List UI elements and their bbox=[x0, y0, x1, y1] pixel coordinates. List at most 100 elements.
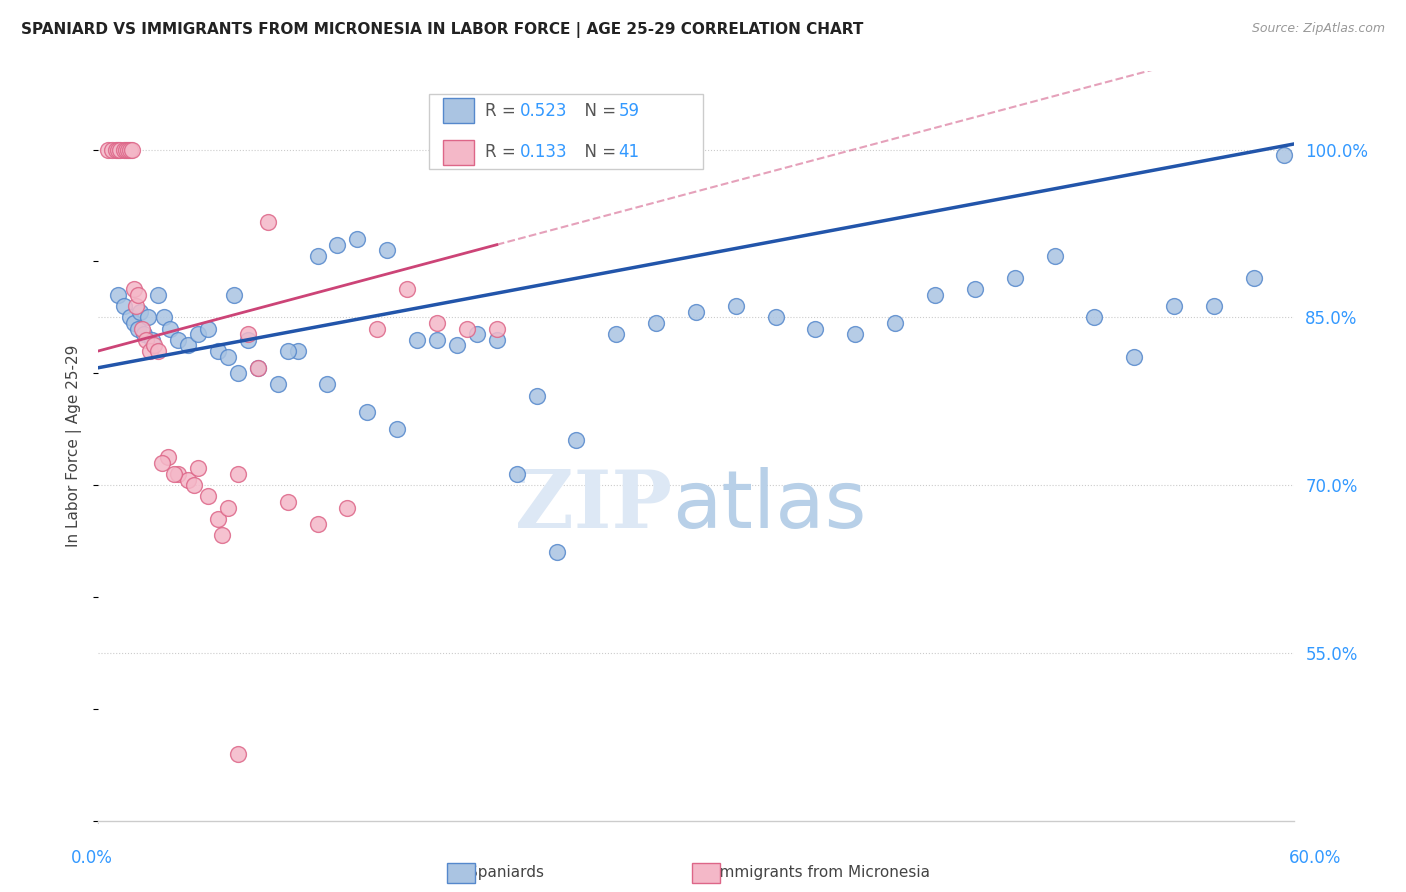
Text: Source: ZipAtlas.com: Source: ZipAtlas.com bbox=[1251, 22, 1385, 36]
Point bbox=[127, 321, 149, 335]
Point bbox=[526, 389, 548, 403]
Point bbox=[804, 321, 827, 335]
Point bbox=[565, 434, 588, 448]
Point bbox=[124, 282, 146, 296]
Point bbox=[1163, 299, 1185, 313]
Point bbox=[139, 343, 162, 358]
Point bbox=[187, 327, 209, 342]
Point bbox=[346, 232, 368, 246]
Point bbox=[645, 316, 668, 330]
Point bbox=[356, 405, 378, 419]
Point bbox=[426, 316, 449, 330]
Point bbox=[150, 456, 173, 470]
Point bbox=[336, 500, 359, 515]
Point bbox=[246, 360, 269, 375]
Point bbox=[127, 288, 149, 302]
Point bbox=[163, 467, 186, 481]
Point bbox=[105, 143, 128, 157]
Point bbox=[134, 327, 156, 342]
Point bbox=[685, 305, 707, 319]
Point bbox=[277, 343, 299, 358]
Text: 59: 59 bbox=[619, 102, 640, 120]
Point bbox=[125, 299, 148, 313]
Point bbox=[246, 360, 269, 375]
Point bbox=[115, 143, 138, 157]
Point bbox=[267, 377, 290, 392]
Point bbox=[97, 143, 120, 157]
Point bbox=[765, 310, 787, 325]
Text: Spaniards: Spaniards bbox=[468, 865, 544, 880]
Point bbox=[187, 461, 209, 475]
Point bbox=[844, 327, 866, 342]
Text: Immigrants from Micronesia: Immigrants from Micronesia bbox=[716, 865, 929, 880]
Point bbox=[485, 333, 508, 347]
Point bbox=[396, 282, 419, 296]
Point bbox=[226, 367, 249, 381]
Point bbox=[277, 495, 299, 509]
Point bbox=[107, 143, 129, 157]
Point bbox=[177, 338, 200, 352]
Point bbox=[406, 333, 429, 347]
Text: 0.133: 0.133 bbox=[520, 144, 568, 161]
Point bbox=[963, 282, 986, 296]
Point bbox=[112, 299, 135, 313]
Text: 0.0%: 0.0% bbox=[70, 849, 112, 867]
Point bbox=[236, 333, 259, 347]
Point bbox=[605, 327, 627, 342]
Point bbox=[446, 338, 468, 352]
Point bbox=[101, 143, 124, 157]
Point bbox=[222, 288, 245, 302]
Text: 0.523: 0.523 bbox=[520, 102, 568, 120]
Point bbox=[197, 321, 219, 335]
Text: 60.0%: 60.0% bbox=[1288, 849, 1341, 867]
Point bbox=[1243, 271, 1265, 285]
Point bbox=[129, 305, 152, 319]
Point bbox=[326, 237, 349, 252]
Point bbox=[207, 511, 229, 525]
Point bbox=[141, 333, 163, 347]
Text: N =: N = bbox=[574, 144, 621, 161]
Point bbox=[1272, 148, 1295, 162]
Point bbox=[485, 321, 508, 335]
Point bbox=[211, 528, 233, 542]
Point bbox=[167, 467, 190, 481]
Text: ZIP: ZIP bbox=[515, 467, 672, 545]
Text: R =: R = bbox=[485, 144, 522, 161]
Point bbox=[183, 478, 205, 492]
Point bbox=[167, 333, 190, 347]
Point bbox=[217, 350, 239, 364]
Point bbox=[117, 143, 139, 157]
Point bbox=[136, 310, 159, 325]
Point bbox=[121, 143, 143, 157]
Point bbox=[197, 489, 219, 503]
Text: R =: R = bbox=[485, 102, 522, 120]
Point bbox=[456, 321, 478, 335]
Text: SPANIARD VS IMMIGRANTS FROM MICRONESIA IN LABOR FORCE | AGE 25-29 CORRELATION CH: SPANIARD VS IMMIGRANTS FROM MICRONESIA I… bbox=[21, 22, 863, 38]
Point bbox=[1004, 271, 1026, 285]
Point bbox=[546, 545, 568, 559]
Point bbox=[1202, 299, 1225, 313]
Point bbox=[124, 316, 146, 330]
Point bbox=[112, 143, 135, 157]
Point bbox=[307, 517, 329, 532]
Point bbox=[426, 333, 449, 347]
Point bbox=[110, 143, 132, 157]
Point bbox=[287, 343, 309, 358]
Point bbox=[236, 327, 259, 342]
Point bbox=[884, 316, 907, 330]
Point bbox=[506, 467, 529, 481]
Point bbox=[148, 288, 170, 302]
Point bbox=[131, 321, 153, 335]
Point bbox=[724, 299, 747, 313]
Point bbox=[366, 321, 388, 335]
Point bbox=[226, 467, 249, 481]
Point bbox=[120, 310, 142, 325]
Text: atlas: atlas bbox=[672, 467, 866, 545]
Point bbox=[157, 450, 180, 465]
Point bbox=[207, 343, 229, 358]
Point bbox=[226, 747, 249, 761]
Point bbox=[316, 377, 339, 392]
Point bbox=[107, 288, 129, 302]
Point bbox=[148, 343, 170, 358]
Point bbox=[1083, 310, 1105, 325]
